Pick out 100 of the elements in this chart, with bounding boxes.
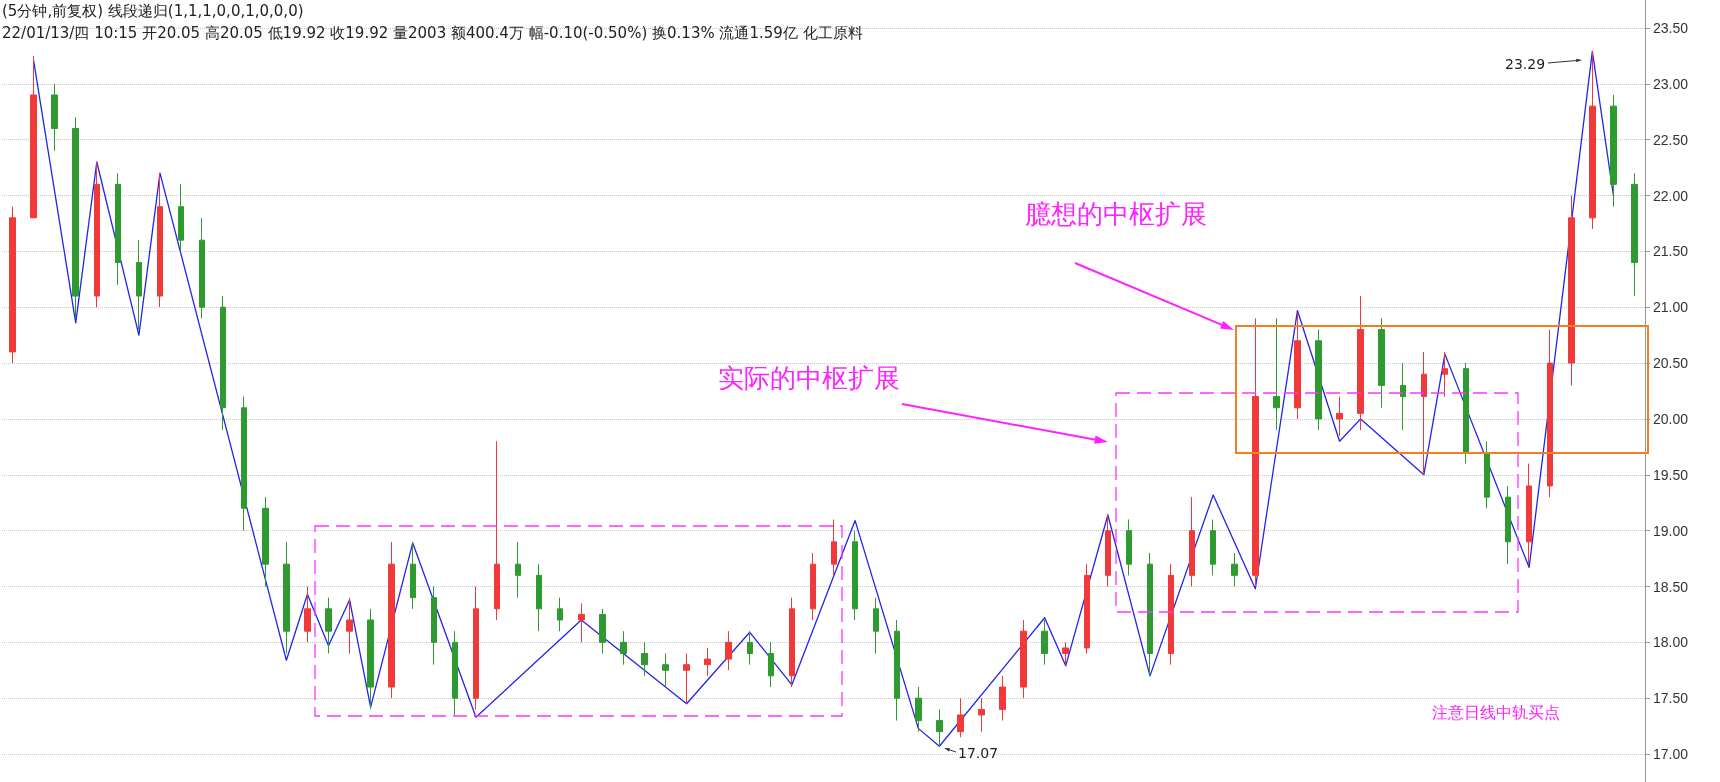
candlestick [494, 440, 500, 621]
candlestick [178, 183, 184, 252]
candlestick [1547, 329, 1553, 498]
candlestick [1041, 619, 1048, 666]
chart-title: (5分钟,前复权) 线段递归(1,1,1,0,0,1,0,0,0) [2, 2, 304, 21]
candlestick [452, 630, 458, 716]
candlestick [9, 206, 16, 364]
candlestick [410, 541, 416, 610]
candlestick [789, 597, 795, 688]
candlestick [999, 675, 1006, 722]
candlestick [1589, 50, 1596, 230]
candlestick [1147, 552, 1153, 677]
y-tick-label: 20.00 [1653, 410, 1689, 427]
candlestick [283, 541, 290, 655]
candlestick [725, 630, 732, 671]
y-tick-label: 18.50 [1653, 578, 1689, 595]
candlestick [1294, 312, 1301, 420]
candlestick [262, 496, 269, 587]
candlestick [72, 116, 79, 319]
candlestick [241, 396, 247, 532]
candlestick [1610, 94, 1617, 208]
candlestick [115, 172, 121, 286]
candlestick [136, 239, 142, 331]
candlestick [1062, 641, 1069, 666]
y-tick-label: 17.00 [1653, 746, 1689, 763]
y-tick-label: 18.00 [1653, 634, 1689, 651]
candlestick [1421, 351, 1427, 476]
candlestick [304, 586, 311, 643]
candlestick [747, 630, 753, 666]
y-tick-label: 19.50 [1653, 466, 1689, 483]
candlestick [431, 586, 437, 666]
candlestick [1631, 172, 1638, 297]
candlestick [1126, 518, 1132, 576]
y-tick-label: 19.00 [1653, 522, 1689, 539]
y-tick-label: 23.50 [1653, 19, 1689, 36]
candlestick [1189, 496, 1195, 587]
candlestick [831, 518, 837, 576]
candlestick [473, 586, 479, 710]
candlestick [894, 619, 900, 722]
candlestick [1463, 362, 1469, 465]
candlestick [852, 530, 858, 621]
annotation: 注意日线中轨买点 [1432, 702, 1560, 724]
candlestick [1568, 195, 1575, 386]
candlestick [1378, 317, 1385, 409]
annotation: 实际的中枢扩展 [718, 361, 900, 395]
y-tick-label: 21.50 [1653, 243, 1689, 260]
candlestick [915, 686, 922, 733]
candlestick [557, 597, 563, 632]
candlestick [1336, 396, 1343, 437]
candlestick [1105, 513, 1111, 587]
candlestick [768, 641, 774, 688]
candlestick [1168, 563, 1174, 666]
candlestick [1252, 317, 1259, 587]
candlestick [367, 608, 374, 710]
candlestick [1505, 485, 1511, 565]
candlestick [810, 552, 816, 621]
candlestick [578, 602, 585, 643]
candlestick [515, 541, 521, 599]
candlestick [873, 597, 879, 655]
candlestick [346, 597, 353, 655]
candlestick [683, 653, 690, 705]
candlestick [1400, 362, 1406, 431]
text: 22/01/13/四 10:15 开20.05 高20.05 低19.92 收19.92 量2003 额400.4万 幅-0.10(-0.50%) 换0.13% 流通1.59亿 化工原料 [2, 24, 863, 43]
candlestick [1442, 351, 1448, 398]
annotation: 臆想的中枢扩展 [1025, 197, 1207, 231]
y-tick-label: 22.50 [1653, 131, 1689, 148]
candlestick [388, 541, 395, 699]
y-tick-label: 23.00 [1653, 75, 1689, 92]
candlestick [94, 161, 100, 308]
candlestick [662, 653, 669, 688]
candlestick [30, 55, 37, 219]
candlestick [1231, 552, 1238, 587]
candlestick [641, 641, 648, 677]
annotation: 23.29 [1505, 56, 1546, 72]
candlestick [1484, 440, 1490, 509]
candlestick [957, 697, 964, 738]
candlestick [1315, 329, 1322, 431]
line-series [32, 50, 1615, 747]
candlestick [536, 563, 542, 632]
candlestick [620, 630, 627, 666]
candlestick [1273, 317, 1280, 431]
candlestick [199, 217, 205, 319]
y-tick-label: 21.00 [1653, 299, 1689, 316]
candlestick [220, 295, 226, 431]
candlestick [936, 708, 943, 747]
y-tick-label: 22.00 [1653, 187, 1689, 204]
candlestick [51, 83, 58, 152]
candlestick [1084, 563, 1090, 655]
y-tick-label: 17.50 [1653, 690, 1689, 707]
y-tick-label: 20.50 [1653, 355, 1689, 372]
candlestick [1210, 518, 1216, 576]
candlestick [599, 608, 606, 655]
candlestick [157, 172, 163, 308]
candlestick [704, 647, 711, 677]
annotation: 17.07 [958, 745, 999, 761]
candlestick [1020, 619, 1027, 699]
candlestick [325, 597, 332, 655]
candlestick [1357, 295, 1364, 431]
candlestick [1526, 463, 1532, 565]
candlestick [978, 697, 985, 733]
